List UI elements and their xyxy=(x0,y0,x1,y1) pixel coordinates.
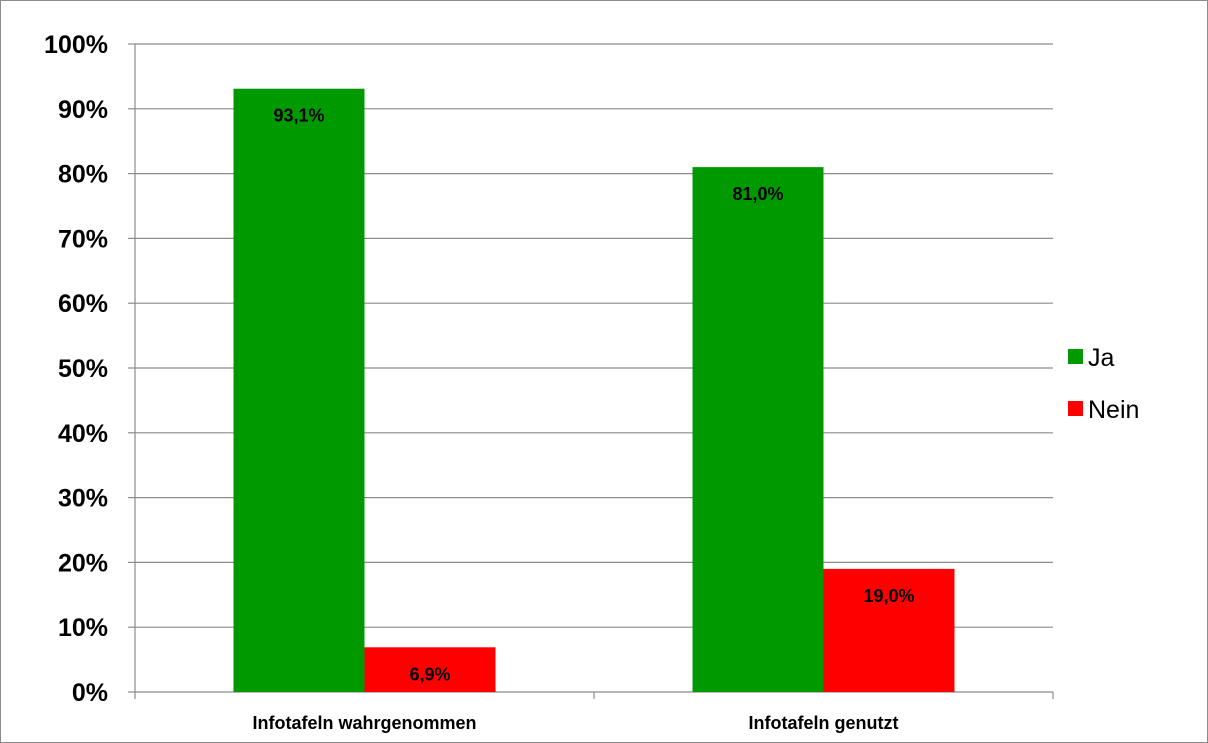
data-label: 6,9% xyxy=(409,664,450,684)
data-label: 19,0% xyxy=(863,586,914,606)
legend-swatch-ja xyxy=(1068,349,1083,364)
y-tick-label: 70% xyxy=(58,225,108,253)
bar-nein-0 xyxy=(364,647,496,692)
y-tick-label: 10% xyxy=(58,614,108,642)
bar-ja-1 xyxy=(692,167,824,692)
y-tick-label: 20% xyxy=(58,549,108,577)
y-tick-label: 90% xyxy=(58,96,108,124)
y-tick-label: 100% xyxy=(44,31,108,59)
y-tick-label: 60% xyxy=(58,290,108,318)
x-category-label: Infotafeln wahrgenommen xyxy=(252,713,476,733)
y-tick-label: 80% xyxy=(58,161,108,189)
data-label: 81,0% xyxy=(732,184,783,204)
x-category-label: Infotafeln genutzt xyxy=(749,713,899,733)
y-tick-label: 50% xyxy=(58,355,108,383)
y-tick-label: 30% xyxy=(58,485,108,513)
bar-nein-1 xyxy=(823,568,955,692)
bar-ja-0 xyxy=(233,88,365,693)
legend-label: Nein xyxy=(1088,396,1139,424)
legend-label: Ja xyxy=(1088,344,1115,372)
y-tick-label: 0% xyxy=(72,679,108,707)
data-label: 93,1% xyxy=(273,106,324,126)
legend-swatch-nein xyxy=(1068,401,1083,416)
y-tick-label: 40% xyxy=(58,420,108,448)
